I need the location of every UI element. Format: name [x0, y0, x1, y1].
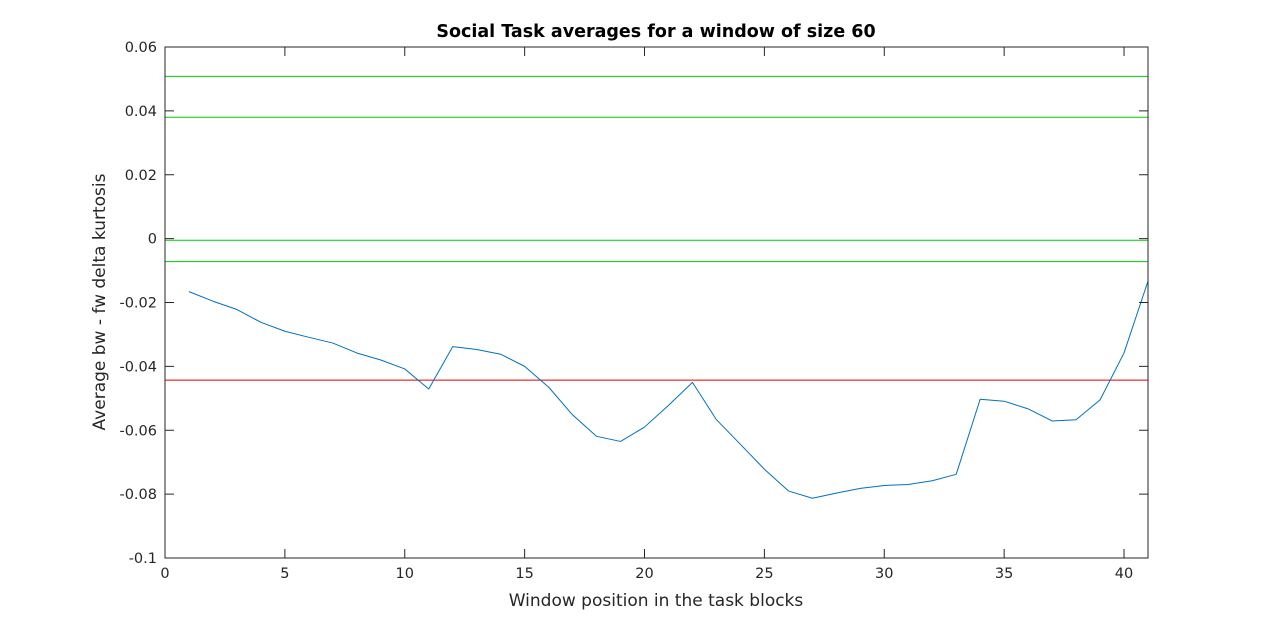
- y-tick-label: 0.04: [125, 104, 157, 120]
- x-tick-label: 35: [995, 566, 1013, 582]
- y-tick-label: 0: [148, 232, 157, 248]
- y-tick-label: 0.06: [125, 40, 157, 56]
- series-line-1: [188, 280, 1149, 499]
- x-tick-label: 0: [160, 566, 169, 582]
- plot-area: [165, 47, 1148, 558]
- x-tick-label: 40: [1115, 566, 1133, 582]
- x-tick-label: 30: [875, 566, 893, 582]
- x-axis-title: Window position in the task blocks: [509, 591, 804, 611]
- y-tick-label: -0.08: [119, 487, 157, 503]
- x-tick-label: 20: [635, 566, 653, 582]
- x-tick-label: 15: [515, 566, 533, 582]
- y-axis-ticks: -0.1 -0.08 -0.06 -0.04 -0.02 0 0.02 0.04 0.06: [119, 40, 1148, 567]
- x-tick-label: 25: [755, 566, 773, 582]
- y-tick-label: 0.02: [125, 168, 157, 184]
- x-tick-label: 5: [280, 566, 289, 582]
- y-axis-title: Average bw - fw delta kurtosis: [90, 173, 110, 430]
- series-layer: [188, 280, 1149, 499]
- reference-lines: [165, 75, 1148, 381]
- y-tick-label: -0.06: [119, 423, 157, 439]
- y-tick-label: -0.04: [119, 359, 157, 375]
- y-tick-label: -0.02: [119, 296, 157, 312]
- chart-title: Social Task averages for a window of siz…: [436, 22, 875, 42]
- x-tick-label: 10: [396, 566, 414, 582]
- x-axis-ticks: 0 5 10 15 20 25 30 35 40: [160, 47, 1133, 582]
- y-tick-label: -0.1: [129, 551, 157, 567]
